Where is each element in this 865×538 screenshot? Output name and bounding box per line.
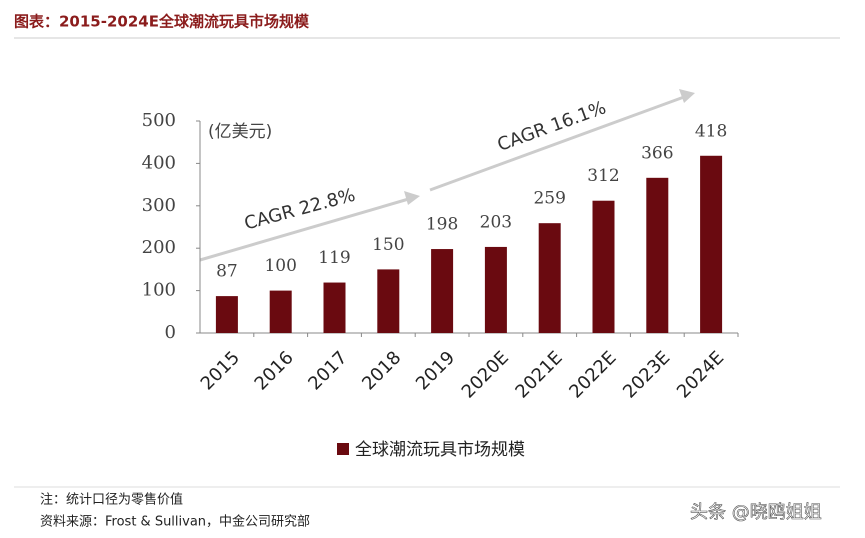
y-tick-label: 0 [165, 322, 176, 343]
data-label: 87 [216, 262, 238, 282]
bar [377, 269, 400, 333]
data-label: 119 [318, 248, 350, 268]
legend-swatch [337, 443, 349, 455]
data-label: 100 [264, 256, 296, 276]
arrow-head [679, 89, 695, 103]
arrow-head [404, 191, 420, 205]
unit-label: (亿美元) [208, 122, 272, 142]
y-tick-label: 400 [142, 152, 176, 173]
bar [215, 296, 238, 333]
bar [700, 155, 723, 333]
x-tick-label: 2017 [304, 347, 351, 394]
y-tick-label: 100 [142, 280, 176, 301]
bar [538, 223, 561, 333]
chart-title: 图表：2015-2024E全球潮流玩具市场规模 [14, 13, 310, 31]
y-tick-label: 200 [142, 237, 176, 258]
x-tick-label: 2016 [251, 347, 298, 394]
cagr-arrow [429, 95, 685, 192]
x-tick-label: 2015 [197, 347, 244, 394]
cagr-arrow [199, 196, 413, 262]
data-label: 366 [641, 143, 673, 163]
note: 注：统计口径为零售价值 [40, 492, 183, 508]
data-label: 203 [480, 212, 512, 232]
x-tick-label: 2023E [619, 347, 674, 402]
x-tick-label: 2018 [358, 347, 405, 394]
x-tick-label: 2021E [511, 347, 566, 402]
annotation: CAGR 22.8% [242, 185, 357, 235]
y-tick-label: 500 [142, 110, 176, 131]
bar [323, 282, 346, 333]
data-label: 259 [533, 189, 565, 209]
bar [592, 200, 615, 333]
x-tick-label: 2019 [412, 347, 459, 394]
y-tick-label: 300 [142, 195, 176, 216]
annotation: CAGR 16.1% [495, 97, 609, 156]
data-label: 198 [426, 215, 458, 235]
bar [646, 177, 669, 333]
bar [269, 290, 292, 333]
note: 资料来源：Frost & Sullivan，中金公司研究部 [40, 514, 310, 530]
x-tick-label: 2024E [673, 347, 728, 402]
watermark: 头条 @晓鸥姐姐 [690, 502, 822, 523]
bar [431, 249, 454, 333]
data-label: 312 [587, 166, 619, 186]
bar [484, 246, 507, 333]
x-tick-label: 2022E [565, 347, 620, 402]
legend-label: 全球潮流玩具市场规模 [355, 440, 525, 460]
data-label: 418 [695, 121, 727, 141]
data-label: 150 [372, 235, 404, 255]
x-tick-label: 2020E [458, 347, 513, 402]
